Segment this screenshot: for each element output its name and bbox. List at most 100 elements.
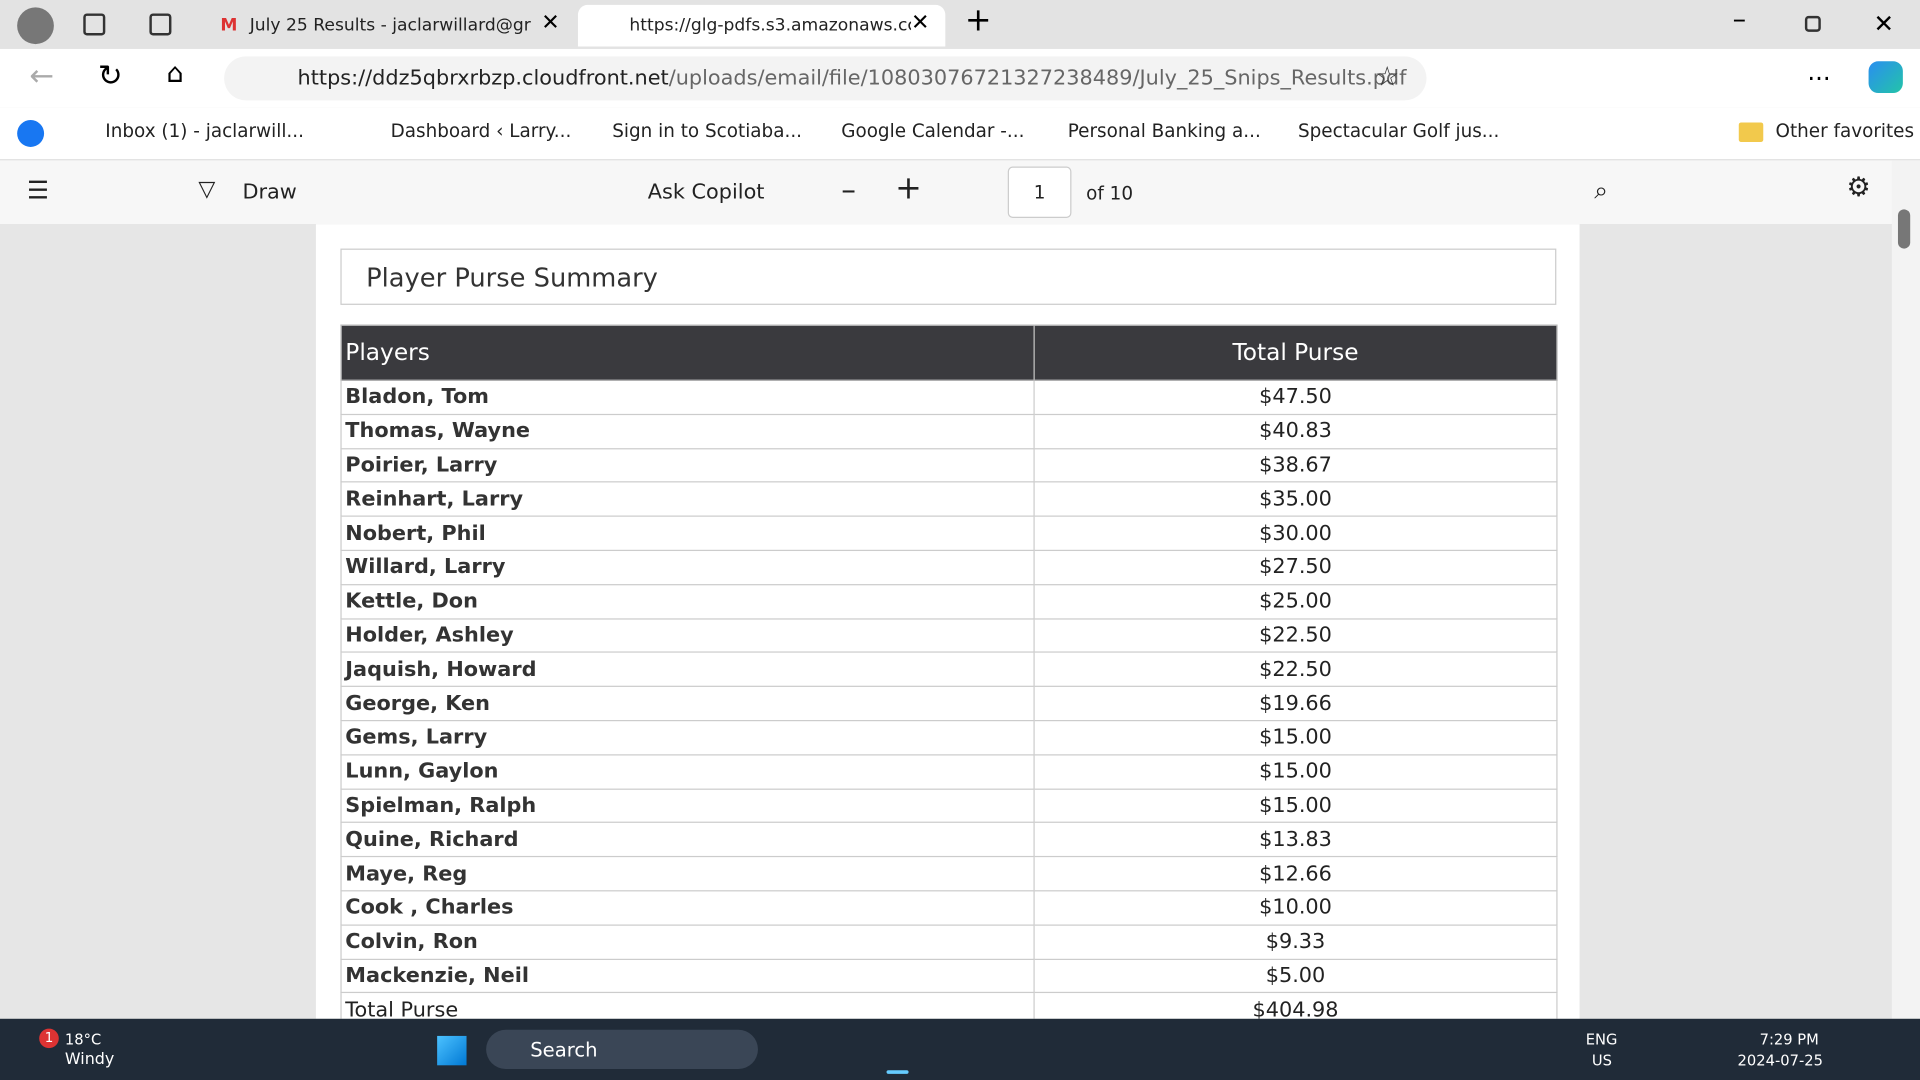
document-area: Player Purse Summary Players Total Purse… [0,224,1892,1019]
copilot[interactable] [1868,61,1903,94]
player-name: Lunn, Gaylon [340,754,1035,790]
home[interactable]: ⌂ [166,58,184,90]
player-name: Quine, Richard [340,822,1035,858]
zoom-in[interactable]: + [895,170,922,207]
tab[interactable]: M July 25 Results - jaclarwillard@gr [220,15,531,36]
total-purse: $15.00 [1033,754,1558,790]
clock-time[interactable]: 7:29 PM [1759,1031,1819,1049]
url-path: /uploads/email/file/10803076721327238489… [668,66,1407,91]
purse-table: Players Total Purse Bladon, Tom $47.50 Tho… [340,324,1558,1019]
player-name: Cook , Charles [340,890,1035,926]
find[interactable]: ⌕ [1594,175,1609,205]
table-row: Total Purse $404.98 [340,992,1558,1019]
total-purse: $22.50 [1033,617,1558,654]
table-row: Willard, Larry $27.50 [340,549,1558,586]
settings[interactable]: ⚙ [1846,172,1871,204]
weather-badge: 1 [39,1028,59,1049]
table-row: Kettle, Don $25.00 [340,583,1558,620]
page-count: of 10 [1086,182,1134,205]
player-name: Kettle, Don [340,583,1035,620]
column-header: Players [340,324,1035,381]
more[interactable]: ··· [1807,63,1831,94]
restore[interactable] [1804,15,1821,32]
bookmark[interactable]: Dashboard ‹ Larry... [390,120,572,143]
weather-temp[interactable]: 18°C [64,1031,102,1049]
scrollbar[interactable] [1891,160,1920,1019]
folder-icon [1738,122,1764,143]
player-name: Holder, Ashley [340,617,1035,654]
total-purse: $19.66 [1033,685,1558,722]
table-row: Maye, Reg $12.66 [340,856,1558,892]
total-purse: $12.66 [1033,856,1558,892]
tab-title: July 25 Results - jaclarwillard@gr [249,15,531,36]
favorite-star[interactable]: ☆ [1375,62,1400,94]
draw[interactable]: Draw [242,180,297,205]
total-purse: $9.33 [1033,924,1558,960]
close-tab[interactable]: ✕ [911,9,930,36]
tab-title: https://glg-pdfs.s3.amazonaws.cc [629,15,912,36]
ask-copilot[interactable]: Ask Copilot [647,180,765,205]
bookmark[interactable]: Sign in to Scotiaba... [612,120,803,143]
address-bar[interactable]: https://ddz5qbrxrbzp.cloudfront.net/uplo… [224,56,1427,101]
close-tab[interactable]: ✕ [541,9,560,36]
total-purse: $35.00 [1033,481,1558,517]
player-name: Gems, Larry [340,719,1035,756]
weather-condition[interactable]: Windy [64,1050,115,1069]
player-name: Poirier, Larry [340,447,1035,483]
active-tab[interactable]: https://glg-pdfs.s3.amazonaws.cc [577,4,946,47]
active-indicator [886,1070,909,1074]
bookmark[interactable]: Inbox (1) - jaclarwill... [105,120,304,143]
back[interactable]: ← [29,58,55,94]
bookmark[interactable]: Google Calendar -... [841,120,1025,143]
table-row: Lunn, Gaylon $15.00 [340,754,1558,790]
player-name: Colvin, Ron [340,924,1035,960]
total-purse: $38.67 [1033,447,1558,483]
bookmarks-bar [0,107,1920,161]
player-name: Thomas, Wayne [340,413,1035,449]
region[interactable]: US [1591,1051,1612,1069]
tab-actions[interactable] [149,13,172,36]
page-input[interactable]: 1 [1007,166,1072,218]
total-purse: $404.98 [1033,992,1558,1019]
profile[interactable] [17,7,54,45]
scroll-thumb[interactable] [1897,209,1911,249]
refresh[interactable]: ↻ [97,58,123,94]
zoom-out[interactable]: – [841,172,856,207]
table-row: Quine, Richard $13.83 [340,822,1558,858]
workspaces[interactable] [83,13,106,36]
url-host: https://ddz5qbrxrbzp.cloudfront.net [297,66,669,91]
draw-icon: ▽ [198,176,216,203]
column-header: Total Purse [1033,324,1558,381]
tab-bar: M July 25 Results - jaclarwillard@gr ✕ ht… [0,0,1920,49]
table-row: George, Ken $19.66 [340,685,1558,722]
player-name: Mackenzie, Neil [340,958,1035,994]
header-row: Players Total Purse [340,324,1558,381]
player-name: Maye, Reg [340,856,1035,892]
player-name: Willard, Larry [340,549,1035,586]
total-purse: $25.00 [1033,583,1558,620]
facebook-bookmark[interactable] [17,120,45,147]
close-window[interactable]: ✕ [1873,8,1894,38]
bookmark[interactable]: Personal Banking a... [1067,120,1261,143]
clock-date[interactable]: 2024-07-25 [1737,1051,1823,1069]
total-purse: $10.00 [1033,890,1558,926]
new-tab[interactable]: + [964,2,992,40]
total-purse: $40.83 [1033,413,1558,449]
table-row: Jaquish, Howard $22.50 [340,651,1558,688]
table-row: Holder, Ashley $22.50 [340,617,1558,654]
table-row: Poirier, Larry $38.67 [340,447,1558,483]
search-box[interactable]: Search [486,1029,758,1069]
language[interactable]: ENG [1585,1031,1618,1049]
table-row: Spielman, Ralph $15.00 [340,788,1558,824]
player-name: Reinhart, Larry [340,481,1035,517]
total-purse: $47.50 [1033,379,1558,415]
start[interactable] [437,1035,467,1066]
bookmark[interactable]: Spectacular Golf jus... [1297,120,1500,143]
player-name: Spielman, Ralph [340,788,1035,824]
minimize[interactable]: – [1732,4,1747,36]
bookmark-folder[interactable]: Other favorites [1775,120,1915,143]
taskbar: 1 18°C Windy Search ENG US 7:29 PM 2024-… [0,1018,1920,1080]
total-purse: $30.00 [1033,515,1558,551]
contents[interactable]: ☰ [26,175,49,205]
